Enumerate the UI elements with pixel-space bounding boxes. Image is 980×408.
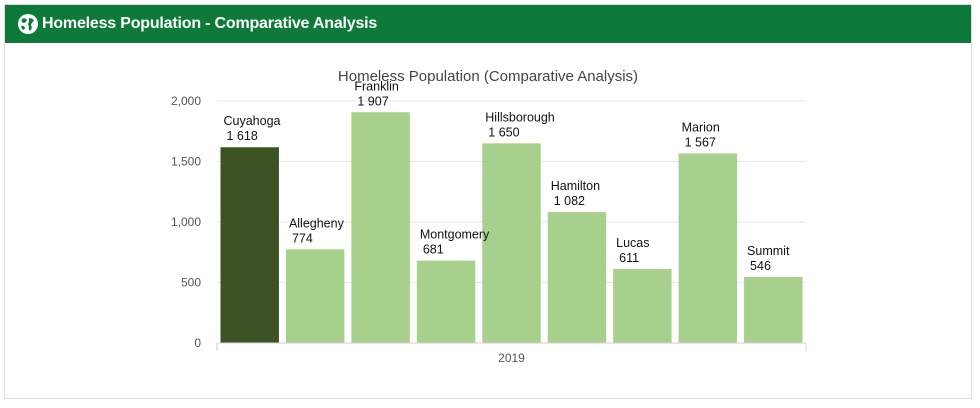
data-label-name: Franklin bbox=[354, 79, 399, 93]
data-label-value: 774 bbox=[292, 231, 313, 245]
y-tick-label: 2,000 bbox=[171, 94, 201, 108]
bar-lucas[interactable] bbox=[613, 269, 672, 343]
bars bbox=[220, 112, 803, 344]
data-label-name: Summit bbox=[747, 244, 790, 258]
data-label-value: 1 907 bbox=[357, 94, 388, 108]
y-tick-label: 1,000 bbox=[171, 215, 201, 229]
bar-allegheny[interactable] bbox=[285, 249, 345, 343]
data-label-value: 1 618 bbox=[227, 129, 258, 143]
data-label-name: Hamilton bbox=[551, 179, 600, 193]
data-label-name: Marion bbox=[682, 120, 720, 134]
bar-summit[interactable] bbox=[744, 276, 803, 343]
data-label-value: 611 bbox=[619, 251, 639, 265]
data-label-value: 1 082 bbox=[554, 194, 585, 208]
panel-header: Homeless Population - Comparative Analys… bbox=[5, 5, 971, 43]
data-label-value: 1 650 bbox=[488, 125, 519, 139]
bar-hillsborough[interactable] bbox=[482, 143, 541, 343]
y-tick-label: 500 bbox=[181, 276, 201, 290]
globe-icon bbox=[18, 14, 38, 34]
bar-cuyahoga[interactable] bbox=[220, 147, 279, 343]
chart-panel: Homeless Population - Comparative Analys… bbox=[4, 4, 972, 399]
bar-montgomery[interactable] bbox=[416, 260, 476, 343]
data-label-value: 681 bbox=[423, 243, 444, 257]
bar-franklin[interactable] bbox=[351, 112, 410, 344]
y-tick-label: 0 bbox=[194, 336, 201, 350]
data-label-name: Hillsborough bbox=[485, 110, 555, 124]
x-axis: 2019 bbox=[216, 342, 807, 365]
data-label-value: 1 567 bbox=[685, 135, 716, 149]
panel-title: Homeless Population - Comparative Analys… bbox=[42, 15, 378, 32]
data-label-name: Montgomery bbox=[420, 228, 490, 242]
y-tick-label: 1,500 bbox=[171, 155, 201, 169]
data-label-name: Cuyahoga bbox=[224, 114, 281, 128]
bar-chart: Homeless Population (Comparative Analysi… bbox=[171, 68, 807, 365]
data-label-name: Allegheny bbox=[289, 216, 345, 230]
bar-hamilton[interactable] bbox=[547, 212, 607, 343]
chart-title: Homeless Population (Comparative Analysi… bbox=[338, 68, 638, 85]
bar-marion[interactable] bbox=[678, 153, 738, 343]
data-label-name: Lucas bbox=[616, 236, 649, 250]
x-category-label: 2019 bbox=[498, 351, 525, 365]
y-axis: 0 500 1,000 1,500 2,000 bbox=[171, 94, 201, 350]
data-label-value: 546 bbox=[750, 259, 771, 273]
